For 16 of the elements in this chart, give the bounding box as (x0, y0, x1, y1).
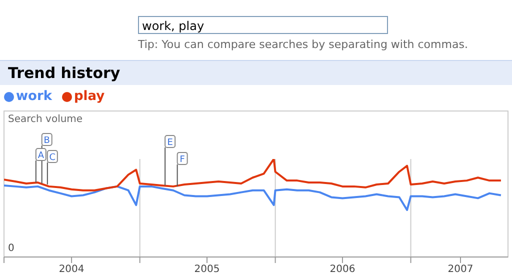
annotation: C (49, 152, 56, 163)
chart-title: Trend history (0, 60, 512, 85)
annotation: F (180, 154, 185, 165)
x-tick-label: 2004 (58, 264, 84, 276)
legend-label: play (73, 89, 105, 104)
annotation: 0 (8, 243, 14, 254)
annotation: A (38, 151, 45, 162)
annotation: B (44, 136, 50, 146)
x-tick-label: 2007 (448, 264, 474, 276)
text: work, play (138, 16, 388, 34)
x-tick-label: 2006 (330, 264, 356, 276)
annotation: E (167, 138, 174, 148)
legend-label: work (15, 89, 52, 104)
y-axis-title: Search volume (8, 114, 83, 125)
x-tick-label: 2005 (194, 264, 220, 276)
text: Tip: You can compare searches by separating with commas. (138, 38, 468, 51)
